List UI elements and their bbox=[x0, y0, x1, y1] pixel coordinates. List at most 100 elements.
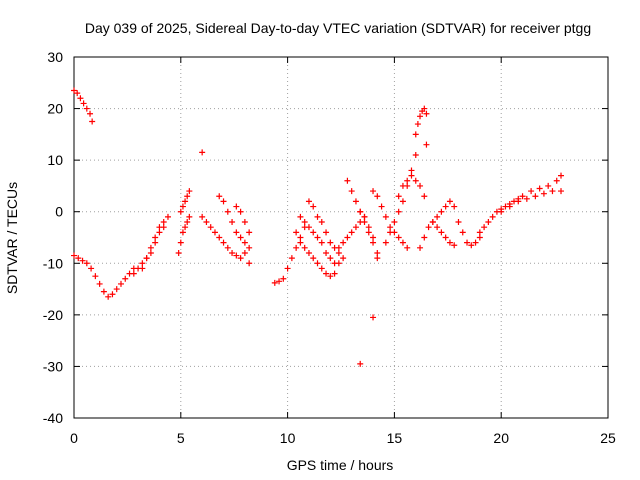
x-tick-label: 15 bbox=[387, 430, 403, 446]
data-point bbox=[297, 213, 304, 220]
y-tick-label: 0 bbox=[55, 204, 63, 220]
data-point bbox=[391, 219, 398, 226]
series-arc-i bbox=[216, 193, 253, 251]
data-point bbox=[164, 213, 171, 220]
data-point bbox=[519, 193, 526, 200]
data-point bbox=[412, 151, 419, 158]
data-point bbox=[532, 193, 539, 200]
data-point bbox=[382, 239, 389, 246]
series-arc-n bbox=[297, 213, 338, 267]
data-point bbox=[414, 121, 421, 128]
data-point bbox=[246, 229, 253, 236]
y-tick-label: -30 bbox=[43, 358, 63, 374]
data-point bbox=[224, 244, 231, 251]
data-point bbox=[160, 219, 167, 226]
data-point bbox=[310, 203, 317, 210]
data-point bbox=[374, 249, 381, 256]
x-tick-label: 0 bbox=[70, 430, 78, 446]
series-arc-j bbox=[233, 203, 253, 236]
data-point bbox=[203, 219, 210, 226]
data-point bbox=[344, 177, 351, 184]
data-point bbox=[207, 224, 214, 231]
data-point bbox=[216, 234, 223, 241]
series-arc-g bbox=[199, 149, 206, 156]
data-point bbox=[558, 188, 565, 195]
data-point bbox=[404, 177, 411, 184]
data-point bbox=[464, 239, 471, 246]
data-point bbox=[365, 224, 372, 231]
data-point bbox=[288, 255, 295, 262]
data-point bbox=[485, 219, 492, 226]
data-point bbox=[327, 239, 334, 246]
data-point bbox=[404, 244, 411, 251]
data-point bbox=[476, 234, 483, 241]
data-point bbox=[241, 239, 248, 246]
series-arc-f bbox=[177, 188, 193, 215]
data-point bbox=[327, 255, 334, 262]
data-point bbox=[357, 208, 364, 215]
data-point bbox=[305, 224, 312, 231]
data-point bbox=[237, 208, 244, 215]
data-point bbox=[476, 229, 483, 236]
series-arc-e bbox=[175, 213, 193, 256]
data-point bbox=[421, 105, 428, 112]
data-point bbox=[361, 219, 368, 226]
data-point bbox=[421, 193, 428, 200]
data-point bbox=[71, 87, 77, 94]
data-point bbox=[122, 275, 129, 282]
data-point bbox=[323, 249, 330, 256]
data-point bbox=[305, 198, 312, 205]
data-point bbox=[506, 203, 513, 210]
data-point bbox=[558, 172, 565, 179]
data-point bbox=[340, 239, 347, 246]
data-point bbox=[301, 244, 308, 251]
data-point bbox=[179, 229, 186, 236]
series-arc-p bbox=[335, 213, 368, 251]
x-tick-labels: 0 5 10 15 20 25 bbox=[70, 430, 616, 446]
data-point bbox=[318, 219, 325, 226]
data-point bbox=[293, 229, 300, 236]
data-point bbox=[442, 203, 449, 210]
data-point bbox=[438, 229, 445, 236]
data-point bbox=[89, 118, 96, 125]
data-point bbox=[314, 234, 321, 241]
data-point bbox=[246, 260, 253, 267]
data-point bbox=[184, 219, 191, 226]
data-point bbox=[387, 224, 394, 231]
data-point bbox=[96, 280, 103, 287]
series-arc-k bbox=[246, 260, 253, 267]
data-point bbox=[395, 193, 402, 200]
data-point bbox=[523, 195, 530, 202]
data-point bbox=[528, 188, 535, 195]
data-point bbox=[175, 249, 182, 256]
data-point bbox=[233, 252, 240, 259]
data-point bbox=[77, 95, 84, 102]
data-point bbox=[113, 286, 120, 293]
data-point bbox=[331, 260, 338, 267]
data-point bbox=[545, 182, 552, 189]
data-point bbox=[241, 219, 248, 226]
data-point bbox=[395, 208, 402, 215]
data-point bbox=[370, 314, 377, 321]
data-point bbox=[434, 213, 441, 220]
data-point bbox=[92, 273, 99, 280]
data-point bbox=[109, 291, 116, 298]
series-arc-s bbox=[357, 360, 364, 367]
data-point bbox=[459, 229, 466, 236]
data-point bbox=[446, 198, 453, 205]
data-point bbox=[79, 257, 86, 264]
data-point bbox=[348, 188, 355, 195]
data-point bbox=[327, 273, 334, 280]
data-point bbox=[451, 203, 458, 210]
data-point bbox=[147, 244, 154, 251]
data-point bbox=[323, 229, 330, 236]
data-point bbox=[233, 203, 240, 210]
data-point bbox=[80, 100, 87, 107]
series-arc-h bbox=[199, 213, 248, 262]
series-arc-ad bbox=[528, 172, 565, 195]
series-arc-v bbox=[382, 151, 419, 246]
data-point bbox=[335, 244, 342, 251]
data-point bbox=[382, 213, 389, 220]
data-point bbox=[87, 110, 94, 117]
